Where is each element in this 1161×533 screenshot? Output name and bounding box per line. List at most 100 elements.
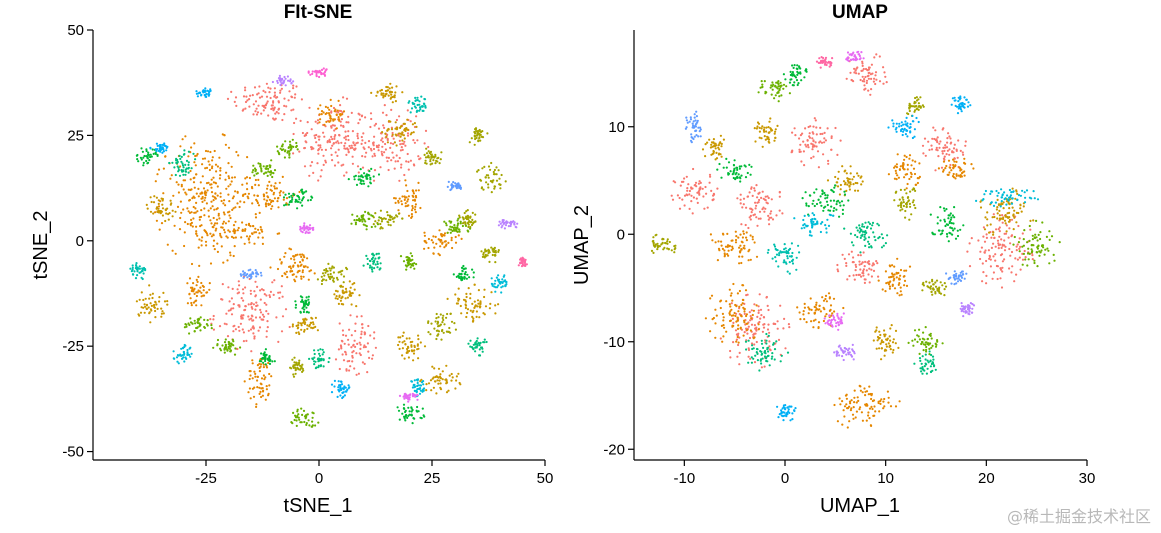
point <box>924 154 927 157</box>
point <box>486 254 489 257</box>
point <box>828 297 831 300</box>
point <box>735 338 739 341</box>
point <box>360 333 363 336</box>
point <box>279 190 282 193</box>
point <box>212 346 215 349</box>
point <box>397 343 400 347</box>
point <box>841 165 844 168</box>
point <box>338 322 341 325</box>
point <box>937 167 941 170</box>
point <box>408 257 411 260</box>
point <box>392 220 395 223</box>
point <box>654 243 658 246</box>
point <box>145 307 148 311</box>
point <box>299 119 302 122</box>
point <box>338 113 341 116</box>
point <box>262 318 265 321</box>
point <box>393 94 396 97</box>
point <box>256 201 259 205</box>
point <box>411 395 415 398</box>
cluster-4 <box>334 314 377 376</box>
point <box>152 304 156 307</box>
point <box>825 313 828 316</box>
point <box>268 372 271 376</box>
point <box>803 164 806 167</box>
point <box>293 121 296 125</box>
point <box>962 153 965 156</box>
point <box>219 169 222 172</box>
point <box>763 210 766 213</box>
point <box>294 303 298 306</box>
point <box>822 319 826 323</box>
cluster-43 <box>396 403 426 425</box>
point <box>456 219 459 222</box>
point <box>812 125 815 128</box>
point <box>748 311 751 314</box>
point <box>806 143 810 147</box>
point <box>323 74 327 77</box>
point <box>171 161 174 164</box>
point <box>295 361 298 364</box>
point <box>266 357 269 360</box>
point <box>188 353 191 356</box>
point <box>295 419 298 422</box>
point <box>224 143 227 146</box>
point <box>382 94 385 97</box>
point <box>317 421 320 424</box>
point <box>723 326 726 329</box>
point <box>722 319 725 322</box>
point <box>748 191 751 194</box>
point <box>212 234 215 237</box>
point <box>349 147 352 150</box>
point <box>322 163 325 166</box>
point <box>493 285 496 288</box>
point <box>354 329 357 333</box>
point <box>322 351 325 354</box>
point <box>308 357 311 360</box>
point <box>282 196 286 199</box>
point <box>219 167 222 170</box>
point <box>908 154 912 157</box>
point <box>227 162 230 165</box>
point <box>193 330 196 333</box>
point <box>386 211 389 214</box>
point <box>406 416 409 419</box>
point <box>875 78 878 81</box>
point <box>230 313 234 316</box>
point <box>846 183 849 186</box>
point <box>451 229 454 233</box>
point <box>198 91 201 94</box>
point <box>867 77 871 80</box>
point <box>1021 258 1025 261</box>
point <box>249 273 252 276</box>
point <box>668 240 671 244</box>
point <box>735 320 738 323</box>
point <box>742 334 745 337</box>
point <box>855 410 859 413</box>
point <box>297 416 300 419</box>
point <box>673 248 676 251</box>
point <box>433 327 436 330</box>
point <box>407 101 410 104</box>
point <box>359 353 362 357</box>
point <box>475 310 478 313</box>
point <box>250 302 253 305</box>
point <box>419 341 422 344</box>
point <box>868 407 872 410</box>
point <box>902 198 905 201</box>
cluster-5 <box>966 213 1034 289</box>
point <box>183 149 186 152</box>
point <box>256 375 259 378</box>
point <box>418 103 421 106</box>
point <box>339 270 342 273</box>
point <box>362 182 366 185</box>
point <box>297 331 300 334</box>
point <box>193 292 196 295</box>
point <box>437 367 441 370</box>
point <box>292 108 295 111</box>
point <box>233 245 236 248</box>
point <box>320 110 324 113</box>
point <box>465 277 468 280</box>
point <box>406 345 410 348</box>
cluster-64 <box>398 392 419 403</box>
